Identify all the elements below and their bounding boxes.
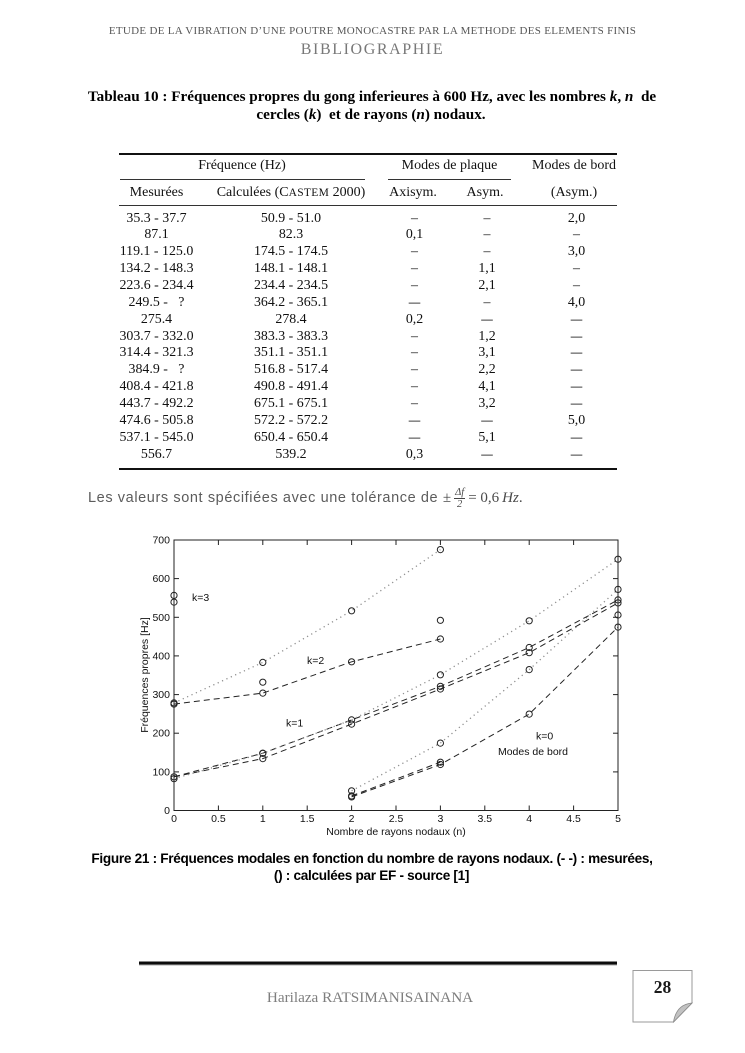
- svg-text:0: 0: [164, 805, 170, 817]
- svg-text:4: 4: [526, 813, 532, 825]
- svg-text:300: 300: [152, 689, 170, 701]
- svg-text:700: 700: [152, 535, 170, 547]
- svg-text:1: 1: [260, 813, 266, 825]
- svg-text:3: 3: [437, 813, 443, 825]
- svg-text:k=1: k=1: [286, 718, 303, 730]
- svg-text:600: 600: [152, 573, 170, 585]
- svg-text:400: 400: [152, 650, 170, 662]
- svg-text:3.5: 3.5: [477, 813, 492, 825]
- svg-text:2: 2: [349, 813, 355, 825]
- svg-text:Modes de bord: Modes de bord: [498, 746, 568, 758]
- svg-text:Nombre de rayons nodaux (n): Nombre de rayons nodaux (n): [326, 826, 466, 838]
- svg-text:0: 0: [171, 813, 177, 825]
- svg-text:k=2: k=2: [307, 655, 324, 667]
- svg-text:4.5: 4.5: [566, 813, 581, 825]
- svg-text:k=3: k=3: [192, 592, 209, 604]
- svg-text:k=0: k=0: [536, 731, 553, 743]
- svg-text:5: 5: [615, 813, 621, 825]
- svg-text:Fréquences propres [Hz]: Fréquences propres [Hz]: [139, 617, 151, 733]
- svg-text:200: 200: [152, 728, 170, 740]
- svg-text:0.5: 0.5: [211, 813, 226, 825]
- svg-text:100: 100: [152, 766, 170, 778]
- svg-text:1.5: 1.5: [300, 813, 315, 825]
- svg-text:500: 500: [152, 612, 170, 624]
- svg-text:2.5: 2.5: [389, 813, 404, 825]
